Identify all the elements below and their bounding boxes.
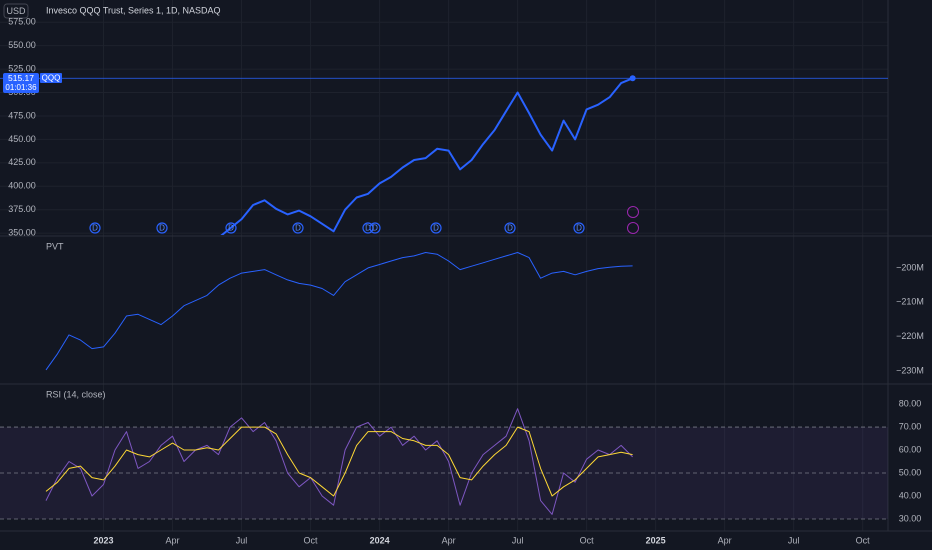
title: Invesco QQQ Trust, Series 1, 1D, NASDAQ <box>46 5 221 15</box>
y-tick-label: 30.00 <box>899 513 922 523</box>
dividend: D <box>159 224 165 233</box>
y-tick-label: 350.00 <box>8 228 36 238</box>
y-tick-label: −210M <box>896 297 924 307</box>
dividend: D <box>295 224 301 233</box>
y-tick-label: 60.00 <box>899 444 922 454</box>
last-point <box>629 75 636 82</box>
dividend: D <box>372 224 378 233</box>
rsi-title: RSI (14, close) <box>46 389 106 399</box>
y-tick-label: 40.00 <box>899 490 922 500</box>
pane <box>45 252 633 371</box>
y-tick-label: 70.00 <box>899 421 922 431</box>
pvt-title: PVT <box>46 241 64 251</box>
event-icon[interactable] <box>627 206 639 218</box>
dividend-markers: D D D D D D D D D <box>89 222 585 234</box>
series-line <box>45 252 633 371</box>
y-tick-label: 450.00 <box>8 134 36 144</box>
x-tick-label: Apr <box>718 535 732 545</box>
x-tick-label: Oct <box>856 535 871 545</box>
x-tick-label: Oct <box>580 535 595 545</box>
x-tick-label: 2025 <box>646 535 666 545</box>
x-tick-label: 2024 <box>370 535 390 545</box>
x-tick-label: 2023 <box>94 535 114 545</box>
marks <box>0 75 888 520</box>
grid <box>0 0 888 531</box>
y-tick-label: 575.00 <box>8 17 36 27</box>
symbol-box <box>40 73 62 83</box>
y-tick-label: 50.00 <box>899 467 922 477</box>
symbol: QQQ <box>42 74 61 83</box>
dividend: D <box>576 224 582 233</box>
x-tick-label: Jul <box>236 535 248 545</box>
x-tick-label: Apr <box>166 535 180 545</box>
currency[interactable]: USD <box>6 6 26 16</box>
last-price: 515.17 <box>8 73 34 83</box>
pane <box>0 75 888 235</box>
y-tick-label: −230M <box>896 365 924 375</box>
y-tick-label: 475.00 <box>8 110 36 120</box>
dividend: D <box>92 224 98 233</box>
y-tick-label: −200M <box>896 262 924 272</box>
y-tick-label: 80.00 <box>899 398 922 408</box>
y-tick-label: 375.00 <box>8 204 36 214</box>
pane <box>0 408 888 520</box>
dividend: D <box>228 224 234 233</box>
series-line <box>45 408 633 515</box>
x-tick-label: Jul <box>788 535 800 545</box>
x-tick-label: Apr <box>442 535 456 545</box>
x-tick-label: Oct <box>304 535 319 545</box>
y-tick-label: 400.00 <box>8 181 36 191</box>
y-tick-label: 425.00 <box>8 157 36 167</box>
y-tick-label: 525.00 <box>8 63 36 73</box>
countdown: 01:01:36 <box>5 83 37 92</box>
y-tick-label: 550.00 <box>8 40 36 50</box>
dividend: D <box>433 224 439 233</box>
dividend: D <box>507 224 513 233</box>
last-price-tag: QQQ 515.17 01:01:36 <box>3 73 62 93</box>
x-tick-label: Jul <box>512 535 524 545</box>
series-line <box>45 426 633 497</box>
series-line <box>220 77 633 235</box>
currency-button[interactable] <box>3 3 29 19</box>
last-price-box <box>3 73 39 93</box>
y-tick-label: −220M <box>896 331 924 341</box>
dividend: D <box>365 224 371 233</box>
event-icon[interactable] <box>627 222 639 234</box>
